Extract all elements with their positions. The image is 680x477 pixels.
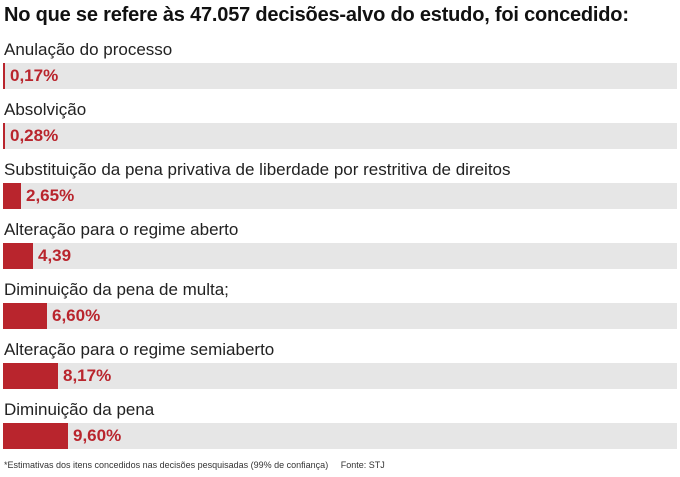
bar-item: Alteração para o regime semiaberto 8,17%	[0, 340, 680, 400]
bar-item: Diminuição da pena de multa; 6,60%	[0, 280, 680, 340]
bar-track: 0,17%	[3, 63, 677, 89]
bar	[3, 123, 5, 149]
bar-track: 4,39	[3, 243, 677, 269]
value-label: 4,39	[38, 246, 72, 265]
bar	[3, 183, 21, 209]
value-label: 2,65%	[26, 186, 75, 205]
bar-item: Substituição da pena privativa de liberd…	[0, 160, 680, 220]
category-label: Anulação do processo	[4, 40, 173, 59]
value-label: 6,60%	[52, 306, 101, 325]
bar	[3, 423, 68, 449]
bar-item: Anulação do processo 0,17%	[0, 40, 680, 100]
bar-track: 9,60%	[3, 423, 677, 449]
value-label: 9,60%	[73, 426, 122, 445]
bar-item: Alteração para o regime aberto 4,39	[0, 220, 680, 280]
bar-track: 2,65%	[3, 183, 677, 209]
bar-track: 8,17%	[3, 363, 677, 389]
bar	[3, 243, 33, 269]
bar	[3, 303, 47, 329]
value-label: 8,17%	[63, 366, 112, 385]
bar-track: 0,28%	[3, 123, 677, 149]
value-label: 0,28%	[10, 126, 59, 145]
category-label: Substituição da pena privativa de liberd…	[4, 160, 511, 179]
category-label: Absolvição	[4, 100, 87, 119]
category-label: Alteração para o regime semiaberto	[4, 340, 275, 359]
value-label: 0,17%	[10, 66, 59, 85]
bar	[3, 363, 58, 389]
footnote-source: Fonte: STJ	[340, 460, 385, 470]
bar-item: Diminuição da pena 9,60%	[0, 400, 680, 460]
chart-title: No que se refere às 47.057 decisões-alvo…	[4, 4, 629, 26]
category-label: Diminuição da pena	[4, 400, 155, 419]
footnote-note: *Estimativas dos itens concedidos nas de…	[4, 460, 329, 470]
bar-item: Absolvição 0,28%	[0, 100, 680, 160]
category-label: Diminuição da pena de multa;	[4, 280, 229, 299]
category-label: Alteração para o regime aberto	[4, 220, 239, 239]
footnote: *Estimativas dos itens concedidos nas de…	[4, 460, 395, 470]
bar-track: 6,60%	[3, 303, 677, 329]
bar	[3, 63, 5, 89]
